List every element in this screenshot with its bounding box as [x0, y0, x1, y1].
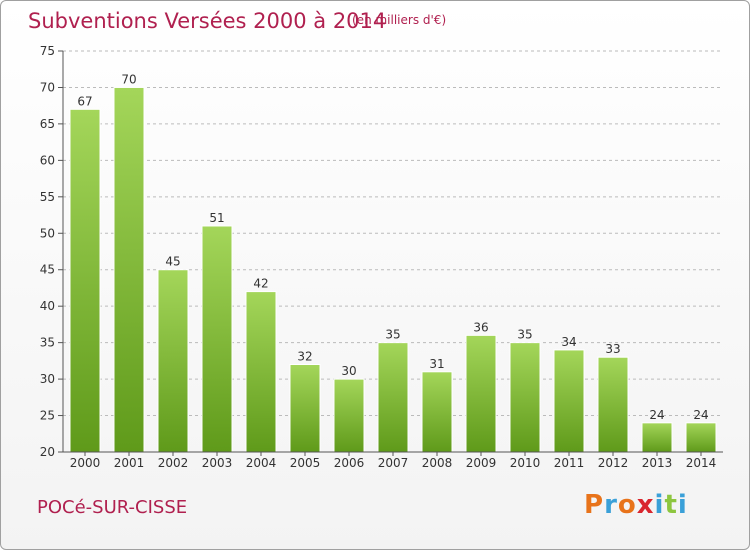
bar-2010: [509, 342, 541, 453]
y-tick-label: 25: [40, 409, 55, 423]
data-label-2003: 51: [209, 211, 224, 225]
x-tick-label-2005: 2005: [290, 456, 321, 470]
bar-2008: [421, 371, 453, 453]
x-tick-label-2000: 2000: [70, 456, 101, 470]
data-label-2009: 36: [473, 320, 488, 334]
y-tick-label: 75: [40, 44, 55, 58]
bar-2011: [553, 349, 585, 453]
y-tick-label: 55: [40, 190, 55, 204]
y-tick-label: 60: [40, 153, 55, 167]
data-label-2010: 35: [517, 328, 532, 342]
x-tick-label-2007: 2007: [378, 456, 409, 470]
x-tick-label-2008: 2008: [422, 456, 453, 470]
data-label-2006: 30: [341, 364, 356, 378]
y-tick-label: 65: [40, 117, 55, 131]
data-label-2013: 24: [649, 408, 664, 422]
x-tick-label-2009: 2009: [466, 456, 497, 470]
x-tick-label-2013: 2013: [642, 456, 673, 470]
x-tick-label-2012: 2012: [598, 456, 629, 470]
bar-2009: [465, 334, 497, 453]
data-label-2002: 45: [165, 255, 180, 269]
bar-2014: [685, 422, 717, 453]
logo-letter: r: [604, 490, 618, 520]
y-tick-label: 45: [40, 263, 55, 277]
logo-letter: o: [617, 490, 637, 520]
data-label-2014: 24: [693, 408, 708, 422]
data-label-2011: 34: [561, 335, 576, 349]
logo-letter: i: [654, 490, 665, 520]
data-label-2008: 31: [429, 357, 444, 371]
x-tick-label-2002: 2002: [158, 456, 189, 470]
commune-name: POCé-SUR-CISSE: [37, 497, 188, 518]
bar-2004: [245, 291, 277, 453]
bar-2005: [289, 364, 321, 453]
y-tick-label: 20: [40, 445, 55, 459]
bar-2002: [157, 269, 189, 453]
bar-2001: [113, 86, 145, 453]
x-tick-label-2003: 2003: [202, 456, 233, 470]
x-tick-label-2014: 2014: [686, 456, 717, 470]
bar-2013: [641, 422, 673, 453]
logo-letter: P: [584, 490, 605, 520]
data-label-2005: 32: [297, 350, 312, 364]
y-tick-label: 50: [40, 226, 55, 240]
x-tick-label-2011: 2011: [554, 456, 585, 470]
chart-title: Subventions Versées 2000 à 2014: [28, 9, 387, 33]
proxiti-logo: Proxiti: [584, 490, 688, 520]
logo-letter: i: [677, 490, 688, 520]
x-tick-label-2004: 2004: [246, 456, 277, 470]
y-tick-label: 30: [40, 372, 55, 386]
bar-2006: [333, 378, 365, 453]
x-tick-label-2010: 2010: [510, 456, 541, 470]
y-tick-label: 35: [40, 336, 55, 350]
chart-subtitle: (en milliers d'€): [352, 13, 447, 27]
bar-2003: [201, 225, 233, 453]
y-tick-label: 70: [40, 80, 55, 94]
x-tick-label-2006: 2006: [334, 456, 365, 470]
data-label-2004: 42: [253, 277, 268, 291]
data-label-2001: 70: [121, 72, 136, 86]
bar-2007: [377, 342, 409, 453]
y-tick-label: 40: [40, 299, 55, 313]
logo-letter: t: [664, 490, 678, 520]
x-tick-label-2001: 2001: [114, 456, 145, 470]
bar-2012: [597, 356, 629, 453]
data-label-2012: 33: [605, 342, 620, 356]
logo-letter: x: [636, 490, 655, 520]
data-label-2000: 67: [77, 94, 92, 108]
bar-2000: [69, 108, 101, 453]
data-label-2007: 35: [385, 328, 400, 342]
